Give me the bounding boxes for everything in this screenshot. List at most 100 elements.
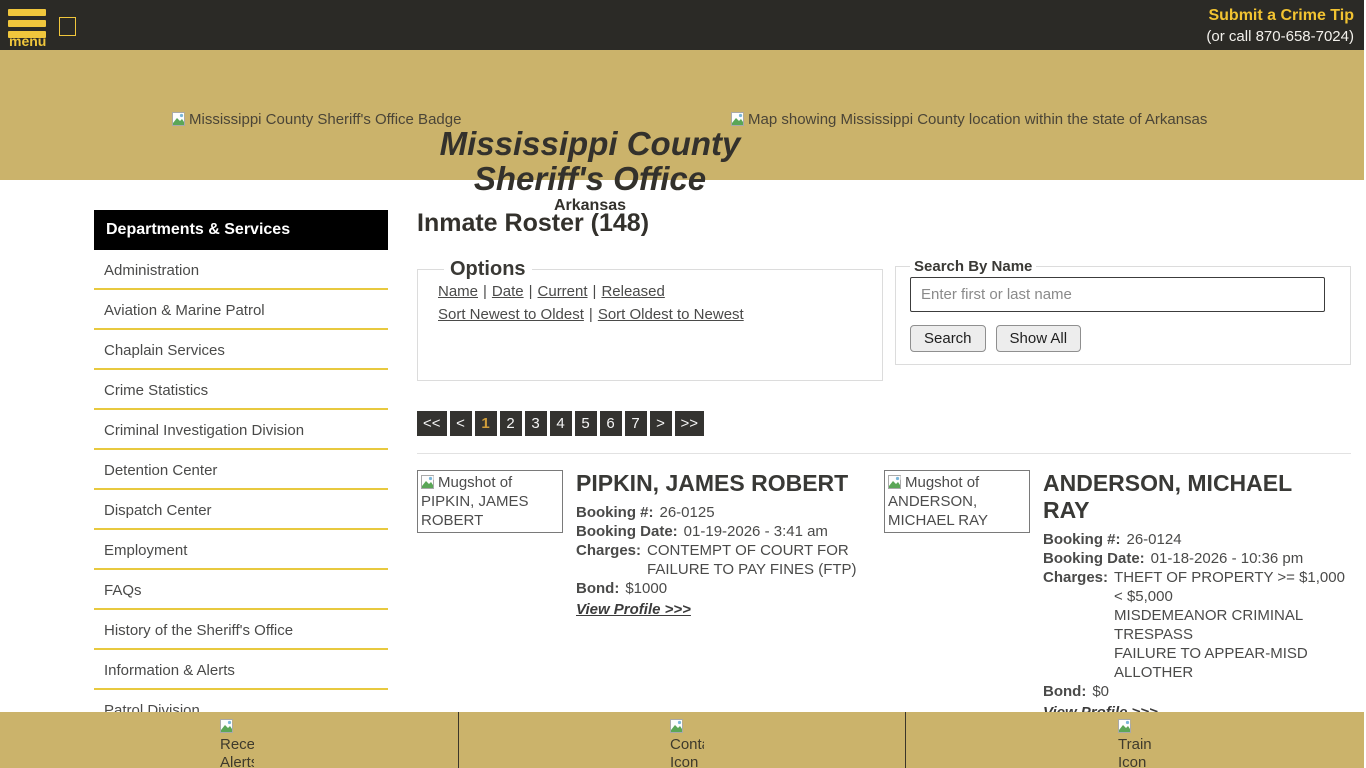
crime-tip-phone: (or call 870-658-7024) <box>1206 28 1354 45</box>
footer-divider <box>905 712 906 768</box>
charges-label: Charges: <box>576 542 642 559</box>
booking-date-value: 01-18-2026 - 10:36 pm <box>1150 550 1304 567</box>
site-subtitle: Arkansas <box>553 197 627 214</box>
inmate-details: ANDERSON, MICHAEL RAY Booking #: 26-0124 … <box>1043 470 1351 721</box>
bond-label: Bond: <box>576 580 620 597</box>
filter-name-link[interactable]: Name <box>438 283 479 300</box>
sidebar-item-aviation-marine-patrol[interactable]: Aviation & Marine Patrol <box>94 290 388 330</box>
mugshot-alt-text: Mugshot of ANDERSON, MICHAEL RAY <box>888 474 989 529</box>
search-legend: Search By Name <box>914 258 1033 275</box>
separator: | <box>528 283 533 300</box>
footer-training-broken-image[interactable]: Training Icon <box>1118 718 1152 768</box>
page-last-button[interactable]: >> <box>674 411 705 436</box>
mugshot-broken-image: Mugshot of ANDERSON, MICHAEL RAY <box>884 470 1030 533</box>
booking-number-label: Booking #: <box>576 504 654 521</box>
footer-alt-text: Contact Icon <box>670 736 704 768</box>
booking-date-label: Booking Date: <box>1043 550 1145 567</box>
separator: | <box>483 283 487 300</box>
sort-newest-to-oldest-link[interactable]: Sort Newest to Oldest <box>438 306 584 323</box>
page-right-edge <box>1364 0 1366 768</box>
search-panel: Search By Name Search Show All <box>895 258 1351 365</box>
sidebar-item-information-alerts[interactable]: Information & Alerts <box>94 650 388 690</box>
sidebar-header: Departments & Services <box>94 210 388 250</box>
bond-value: $0 <box>1092 683 1110 700</box>
booking-number-value: 26-0124 <box>1126 531 1182 548</box>
page-title: Inmate Roster (148) <box>417 209 650 237</box>
charges-value: THEFT OF PROPERTY >= $1,000 < $5,000 MIS… <box>1114 569 1345 681</box>
page-1-button[interactable]: 1 <box>474 411 497 436</box>
broken-image-icon <box>421 475 436 489</box>
mugshot-broken-image: Mugshot of PIPKIN, JAMES ROBERT <box>417 470 563 533</box>
sidebar-item-chaplain-services[interactable]: Chaplain Services <box>94 330 388 370</box>
filter-released-link[interactable]: Released <box>601 283 665 300</box>
broken-icon-box <box>59 17 76 36</box>
search-buttons-row: Search Show All <box>910 325 1336 352</box>
inmate-card: Mugshot of ANDERSON, MICHAEL RAY ANDERSO… <box>884 470 1351 721</box>
map-broken-image: Map showing Mississippi County location … <box>731 111 1211 128</box>
page-prev-button[interactable]: < <box>449 411 472 436</box>
menu-label[interactable]: menu <box>9 33 47 49</box>
sidebar-item-detention-center[interactable]: Detention Center <box>94 450 388 490</box>
filter-date-link[interactable]: Date <box>491 283 524 300</box>
sidebar-item-history[interactable]: History of the Sheriff's Office <box>94 610 388 650</box>
sidebar-item-dispatch-center[interactable]: Dispatch Center <box>94 490 388 530</box>
top-bar: menu Submit a Crime Tip (or call 870-658… <box>0 0 1366 50</box>
inmate-cards: Mugshot of PIPKIN, JAMES ROBERT PIPKIN, … <box>417 470 1351 721</box>
broken-image-icon <box>220 719 235 733</box>
page-7-button[interactable]: 7 <box>624 411 647 436</box>
view-profile-link[interactable]: View Profile >>> <box>576 601 691 618</box>
page-next-button[interactable]: > <box>649 411 672 436</box>
badge-broken-image: Mississippi County Sheriff's Office Badg… <box>172 111 462 128</box>
page-2-button[interactable]: 2 <box>499 411 522 436</box>
options-panel: Options Name | Date | Current | Released Sort … <box>417 258 883 381</box>
footer-receive-alerts-broken-image[interactable]: Receive Alerts Icon <box>220 718 254 768</box>
badge-alt-text: Mississippi County Sheriff's Office Badg… <box>189 111 462 128</box>
site-title-line1: Mississippi County <box>439 125 741 162</box>
hamburger-menu-icon[interactable] <box>8 9 48 42</box>
roster-divider <box>417 453 1351 454</box>
inmate-name: PIPKIN, JAMES ROBERT <box>576 470 849 496</box>
search-name-input[interactable] <box>910 277 1325 312</box>
booking-date-value: 01-19-2026 - 3:41 am <box>683 523 828 540</box>
footer-divider <box>458 712 459 768</box>
sidebar-item-employment[interactable]: Employment <box>94 530 388 570</box>
site-title-line2: Sheriff's Office <box>473 160 707 197</box>
booking-date-label: Booking Date: <box>576 523 678 540</box>
inmate-details: PIPKIN, JAMES ROBERT Booking #: 26-0125 B… <box>576 470 884 618</box>
charges-value: CONTEMPT OF COURT FOR FAILURE TO PAY FIN… <box>647 542 857 578</box>
page-5-button[interactable]: 5 <box>574 411 597 436</box>
page-3-button[interactable]: 3 <box>524 411 547 436</box>
bond-label: Bond: <box>1043 683 1087 700</box>
sort-oldest-to-newest-link[interactable]: Sort Oldest to Newest <box>597 306 744 323</box>
pagination: << < 1 2 3 4 5 6 7 > >> <box>417 411 705 436</box>
sort-links-row: Sort Newest to Oldest | Sort Oldest to New… <box>438 306 882 323</box>
inmate-name: ANDERSON, MICHAEL RAY <box>1043 470 1292 523</box>
sidebar-item-faqs[interactable]: FAQs <box>94 570 388 610</box>
sidebar-item-crime-statistics[interactable]: Crime Statistics <box>94 370 388 410</box>
footer-alt-text: Training Icon <box>1118 736 1152 768</box>
show-all-button[interactable]: Show All <box>995 325 1082 352</box>
separator: | <box>592 283 597 300</box>
page-6-button[interactable]: 6 <box>599 411 622 436</box>
site-header: Mississippi County Sheriff's Office Badg… <box>0 50 1366 214</box>
booking-number-value: 26-0125 <box>659 504 715 521</box>
sidebar: Departments & Services Administration Av… <box>94 210 388 730</box>
submit-crime-tip-link[interactable]: Submit a Crime Tip <box>1208 7 1354 24</box>
filter-current-link[interactable]: Current <box>537 283 588 300</box>
filter-links-row: Name | Date | Current | Released <box>438 283 882 300</box>
broken-image-icon <box>670 719 685 733</box>
search-button[interactable]: Search <box>910 325 986 352</box>
booking-number-label: Booking #: <box>1043 531 1121 548</box>
sidebar-item-criminal-investigation-division[interactable]: Criminal Investigation Division <box>94 410 388 450</box>
footer-alt-text: Receive Alerts Icon <box>220 736 254 768</box>
mugshot-alt-text: Mugshot of PIPKIN, JAMES ROBERT <box>421 474 529 529</box>
sidebar-item-administration[interactable]: Administration <box>94 250 388 290</box>
page-4-button[interactable]: 4 <box>549 411 572 436</box>
broken-image-icon <box>172 112 187 126</box>
page-first-button[interactable]: << <box>417 411 447 436</box>
bond-value: $1000 <box>625 580 668 597</box>
options-legend: Options <box>450 258 526 280</box>
footer-contact-broken-image[interactable]: Contact Icon <box>670 718 704 768</box>
map-alt-text: Map showing Mississippi County location … <box>748 111 1208 128</box>
broken-image-icon <box>731 112 746 126</box>
